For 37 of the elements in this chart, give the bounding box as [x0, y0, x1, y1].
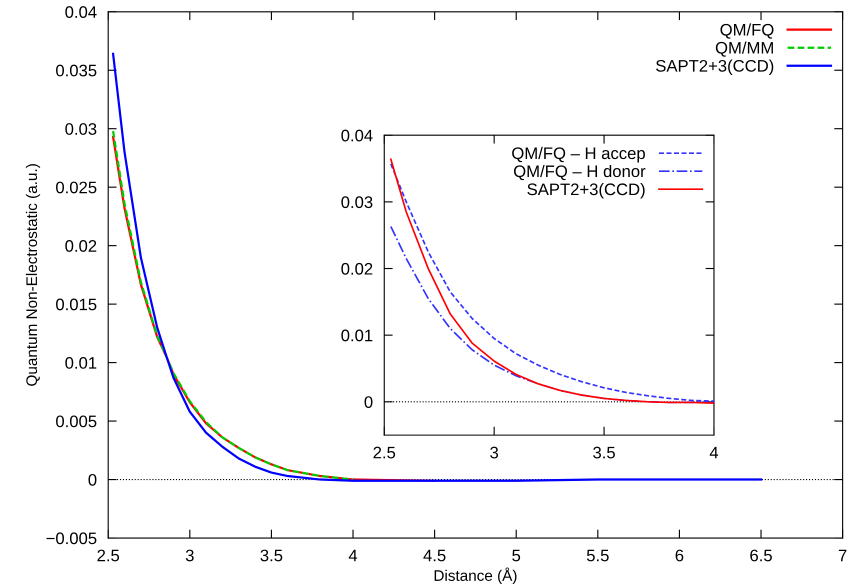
- y-tick-label: 0.04: [341, 130, 373, 142]
- y-tick-label: 0.035: [56, 64, 96, 76]
- y-tick-label: 0: [88, 474, 96, 486]
- legend-label: QM/MM: [716, 41, 773, 57]
- x-tick-label: 5.5: [586, 550, 609, 562]
- y-tick-label: 0.04: [65, 6, 97, 18]
- x-tick-label: 4: [710, 446, 718, 458]
- y-tick-label: 0.01: [65, 357, 96, 369]
- y-tick-label: 0.015: [56, 298, 96, 310]
- x-tick-label: 4: [348, 550, 358, 562]
- y-tick-label: 0.01: [341, 330, 372, 342]
- legend-label: SAPT2+3(CCD): [527, 182, 645, 199]
- y-tick-label: 0: [364, 396, 372, 408]
- x-tick-label: 6.5: [750, 550, 772, 562]
- y-tick-label: 0.02: [65, 240, 96, 252]
- legend-label: QM/FQ: [720, 23, 774, 39]
- x-tick-label: 2.5: [97, 550, 120, 562]
- x-tick-label: 2.5: [374, 446, 396, 458]
- x-tick-label: 3.5: [260, 550, 282, 562]
- x-tick-label: 4.5: [423, 550, 446, 562]
- x-tick-label: 7: [838, 550, 846, 562]
- y-tick-label: 0.025: [56, 182, 96, 194]
- x-tick-label: 5: [512, 550, 520, 562]
- legend-label: SAPT2+3(CCD): [656, 60, 774, 76]
- y-tick-label: 0.03: [65, 123, 96, 135]
- y-tick-label: 0.03: [341, 196, 372, 208]
- x-tick-label: 6: [676, 550, 684, 562]
- y-tick-label: −0.005: [46, 532, 96, 544]
- x-tick-label: 3: [490, 446, 498, 458]
- y-axis-title: Quantum Non-Electrostatic (a.u.): [26, 164, 40, 386]
- x-axis-title: Distance (Å): [434, 567, 516, 584]
- legend-label: QM/FQ – H accep: [512, 146, 645, 162]
- legend-label: QM/FQ – H donor: [514, 164, 646, 180]
- x-tick-label: 3.5: [593, 446, 615, 458]
- y-tick-label: 0.02: [341, 262, 372, 275]
- y-tick-label: 0.005: [56, 415, 96, 428]
- x-tick-label: 3: [186, 550, 194, 562]
